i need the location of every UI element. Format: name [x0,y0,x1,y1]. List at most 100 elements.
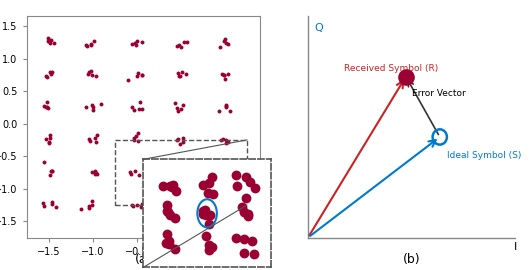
Point [88,103,96,107]
Point [242,175,250,179]
Point [173,109,182,113]
Point [82,42,90,47]
Point [233,184,241,188]
Point [42,137,50,141]
Point [173,43,182,48]
Point [164,210,173,214]
Point [45,140,54,144]
Point [171,101,179,106]
Point [44,105,52,110]
X-axis label: I: I [142,258,145,268]
Point [201,213,210,218]
Point [163,208,172,213]
Point [245,180,254,184]
Point [248,238,256,243]
Point [133,39,141,43]
Point [45,141,54,145]
Point [220,171,229,176]
Point [85,204,93,208]
Point [166,213,175,218]
Point [141,167,149,172]
Point [91,172,99,176]
Point [133,131,142,135]
Point [92,133,101,137]
Point [179,136,187,140]
Point [168,183,177,187]
Point [134,107,143,111]
Point [219,202,227,206]
Point [216,138,225,142]
Point [43,100,52,104]
Point [48,200,56,204]
Point [202,234,210,238]
Point [238,205,246,210]
Point [179,40,188,44]
Point [40,204,48,208]
Point [132,73,141,78]
Point [174,137,182,141]
Point [138,40,146,44]
Point [219,201,227,205]
Point [52,205,61,209]
Point [199,212,208,217]
Point [162,241,171,245]
Point [131,41,139,45]
Point [85,139,94,143]
Point [224,201,232,205]
Text: (a): (a) [135,253,152,266]
Point [240,251,249,255]
Point [199,183,207,188]
Point [97,102,106,107]
Point [401,75,410,79]
Point [82,44,91,48]
Point [89,108,97,113]
Point [88,105,97,110]
Point [123,78,132,82]
Point [221,104,230,109]
Point [91,74,100,79]
Point [224,140,232,144]
Point [165,184,174,188]
X-axis label: I: I [513,242,517,252]
Point [178,70,186,75]
Point [127,42,136,46]
Point [135,173,143,177]
Point [177,170,185,174]
Point [224,72,233,76]
Point [199,209,207,214]
Point [50,41,58,46]
Point [175,74,183,78]
Point [176,142,184,146]
Point [232,173,240,178]
Point [134,139,142,143]
Point [177,208,185,212]
Point [174,172,183,176]
Point [177,176,186,180]
Point [46,169,55,173]
Point [126,170,134,174]
Point [46,41,55,45]
Point [172,202,181,207]
Point [133,203,141,207]
Point [173,106,182,110]
Point [84,70,93,74]
Point [127,105,136,109]
Point [225,109,234,113]
Point [89,39,98,43]
Point [204,222,213,227]
Text: Q: Q [314,23,323,33]
Point [163,231,172,236]
Point [244,212,252,216]
Point [219,73,228,77]
Point [218,171,226,176]
Point [46,173,54,177]
Point [201,207,209,212]
Point [88,199,97,203]
Point [127,202,136,207]
Point [174,169,183,173]
Point [46,133,54,137]
Text: Received Symbol (R): Received Symbol (R) [344,63,438,73]
Point [130,108,138,112]
Point [239,237,248,241]
Point [47,72,55,76]
